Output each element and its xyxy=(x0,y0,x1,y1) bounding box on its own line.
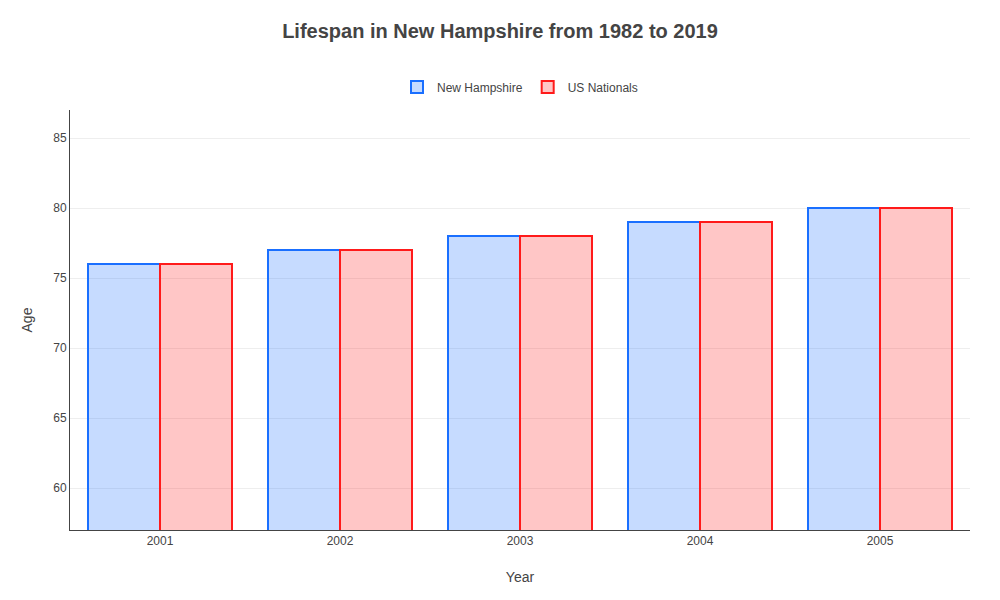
svg-text:2002: 2002 xyxy=(327,534,354,548)
svg-text:85: 85 xyxy=(53,131,67,145)
svg-text:Age: Age xyxy=(19,307,35,332)
svg-text:Year: Year xyxy=(506,569,535,585)
svg-text:2001: 2001 xyxy=(147,534,174,548)
svg-text:75: 75 xyxy=(53,271,67,285)
svg-text:2003: 2003 xyxy=(507,534,534,548)
svg-text:2005: 2005 xyxy=(867,534,894,548)
svg-text:80: 80 xyxy=(53,201,67,215)
svg-text:Lifespan in New Hampshire from: Lifespan in New Hampshire from 1982 to 2… xyxy=(282,20,718,42)
svg-text:60: 60 xyxy=(53,481,67,495)
svg-text:70: 70 xyxy=(53,341,67,355)
svg-text:US Nationals: US Nationals xyxy=(568,81,638,95)
svg-text:2004: 2004 xyxy=(687,534,714,548)
svg-text:65: 65 xyxy=(53,411,67,425)
svg-text:New Hampshire: New Hampshire xyxy=(437,81,523,95)
